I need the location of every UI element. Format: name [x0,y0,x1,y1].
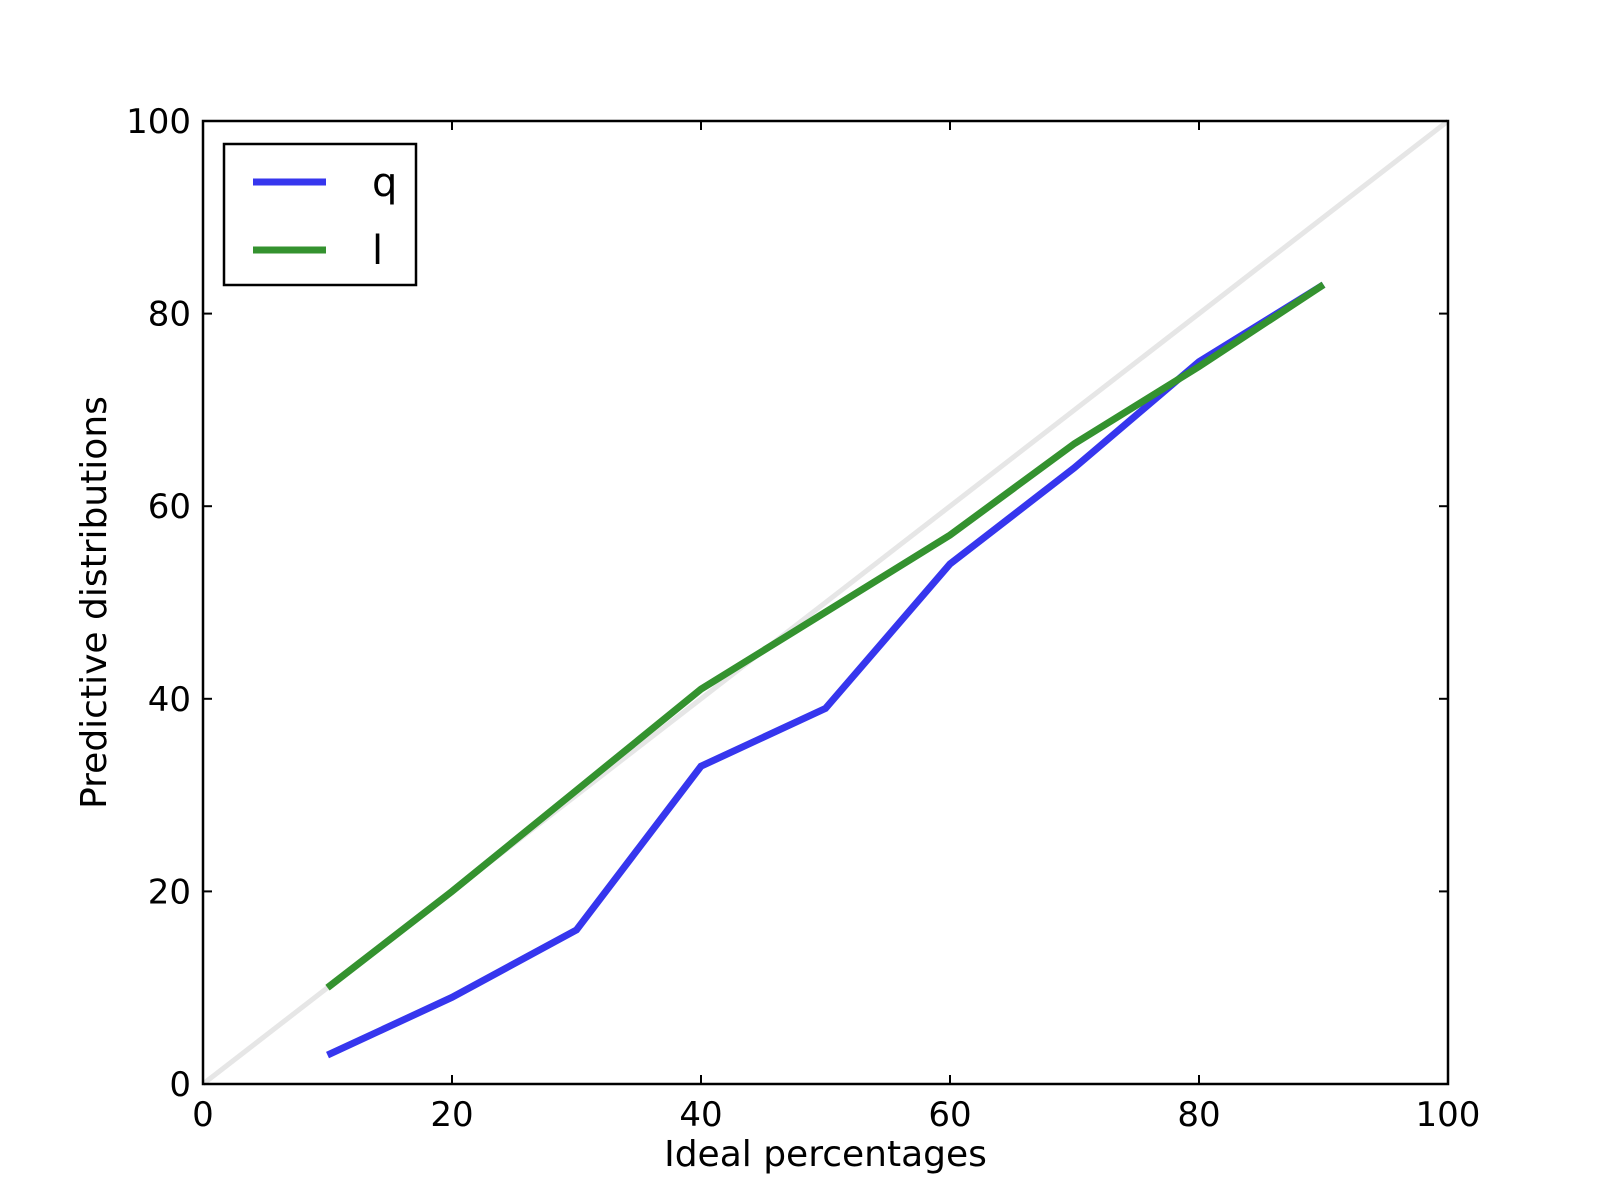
legend: q l [224,144,416,285]
legend-label-q: q [372,160,397,206]
x-tick-label: 80 [1177,1095,1220,1135]
x-axis-label: Ideal percentages [664,1134,987,1175]
y-tick-label: 60 [148,487,191,527]
x-tick-label: 20 [430,1095,473,1135]
x-tick-label: 100 [1416,1095,1481,1135]
x-tick-label: 0 [192,1095,214,1135]
legend-label-l: l [372,228,383,274]
y-tick-label: 20 [148,872,191,912]
y-tick-label: 0 [169,1065,191,1105]
x-tick-label: 40 [679,1095,722,1135]
y-tick-label: 40 [148,680,191,720]
x-tick-label: 60 [928,1095,971,1135]
y-axis-label: Predictive distributions [74,396,115,809]
y-tick-label: 100 [126,102,191,142]
y-tick-label: 80 [148,295,191,335]
